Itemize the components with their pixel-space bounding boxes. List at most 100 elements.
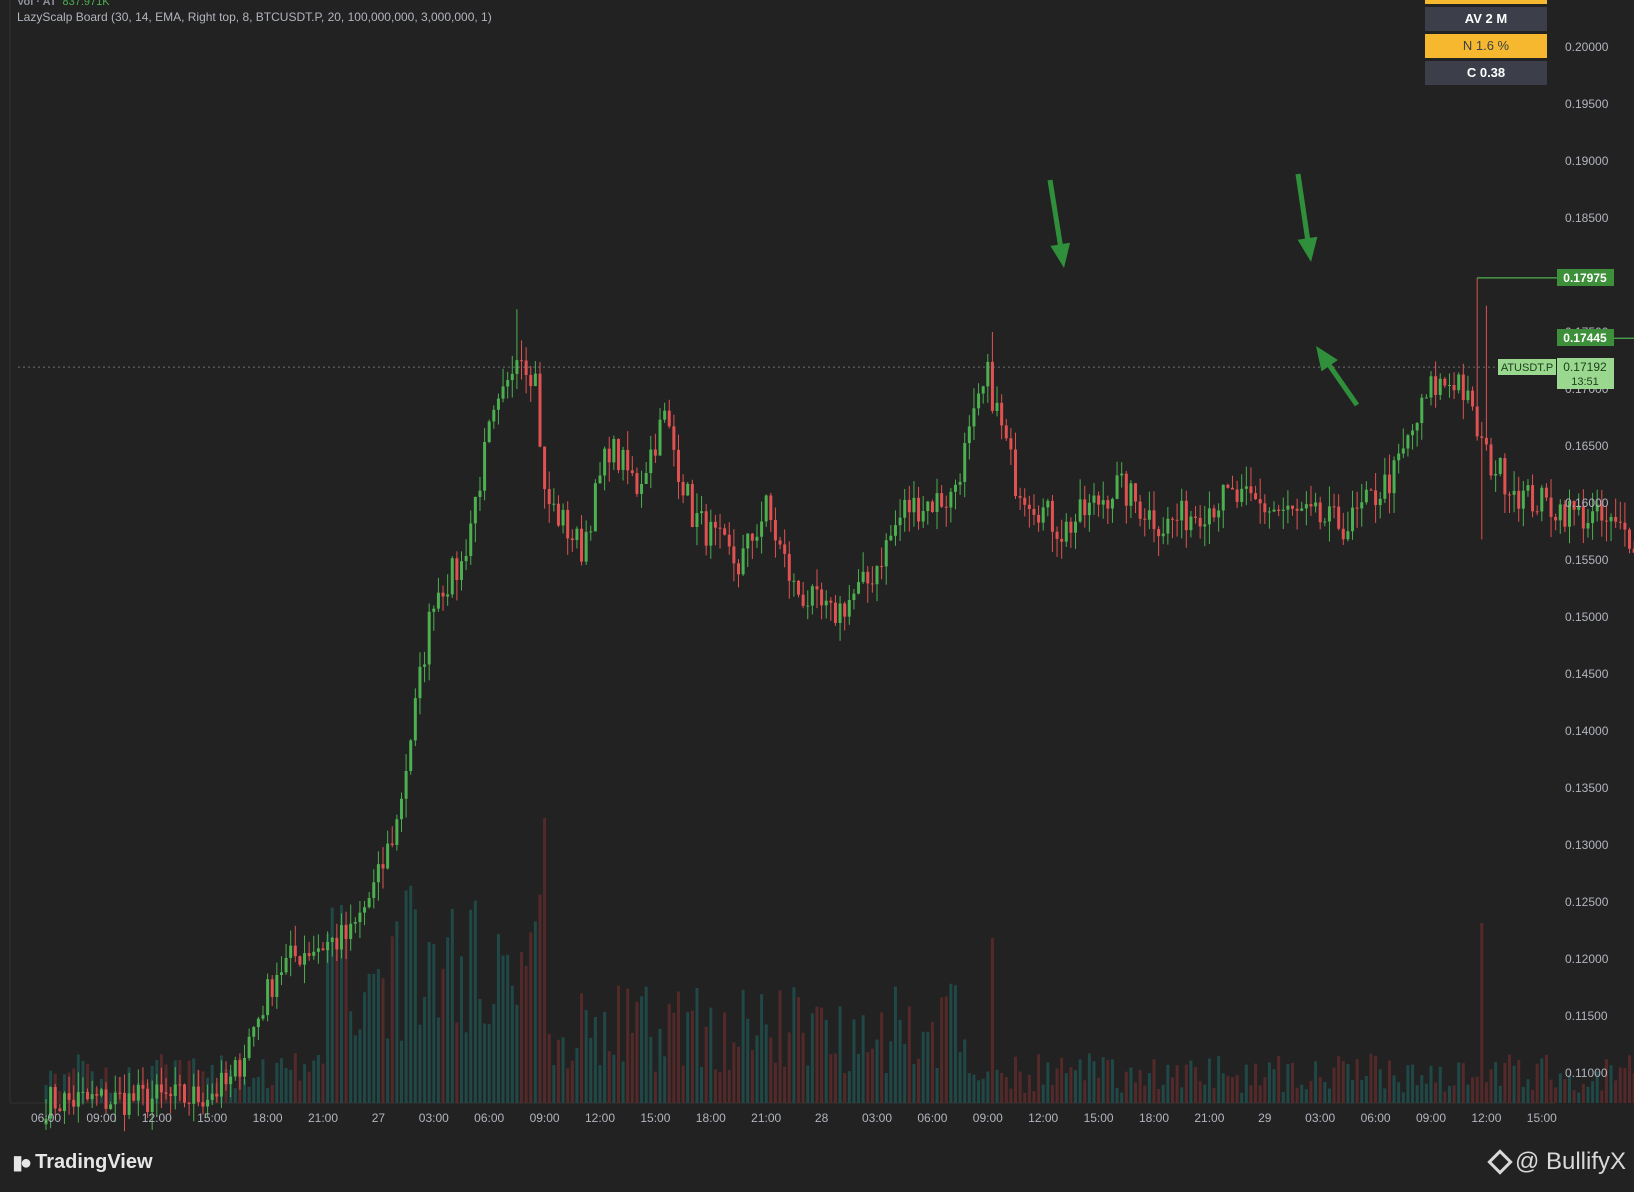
volume-bar	[399, 1040, 403, 1103]
candle-body	[399, 798, 403, 820]
indicator-legend-text: LazyScalp Board (30, 14, EMA, Right top,…	[17, 10, 492, 24]
candle-body	[1568, 500, 1571, 527]
volume-bar	[1424, 1083, 1428, 1103]
volume-bar	[284, 1068, 288, 1103]
volume-bar	[1512, 1065, 1516, 1103]
price-tick-label: 0.19000	[1565, 154, 1609, 168]
candle-body	[1161, 533, 1165, 537]
candle-body	[344, 925, 348, 940]
price-tick-label: 0.18500	[1565, 211, 1609, 225]
volume-bar	[940, 997, 944, 1103]
volume-bar	[510, 985, 514, 1103]
time-tick-label: 15:00	[1084, 1111, 1114, 1125]
candle-body	[1101, 500, 1105, 505]
candle-body	[704, 511, 708, 546]
candle-body	[556, 503, 560, 526]
candle-body	[603, 448, 607, 476]
candle-body	[773, 519, 777, 541]
candle-body	[847, 599, 851, 617]
volume-bar	[455, 1022, 459, 1103]
candle-body	[270, 979, 274, 998]
candle-body	[1558, 504, 1562, 521]
candle-body	[1434, 376, 1438, 395]
candle-body	[880, 566, 884, 568]
candle-body	[1272, 509, 1276, 512]
volume-bar	[893, 986, 897, 1103]
volume-bar	[270, 1085, 274, 1103]
time-tick-label: 18:00	[1139, 1111, 1169, 1125]
candle-body	[750, 533, 754, 541]
volume-bar	[737, 1046, 740, 1103]
candle-body	[1577, 505, 1581, 510]
price-tick-label: 0.16000	[1565, 496, 1609, 510]
volume-bar	[1415, 1085, 1419, 1103]
volume-bar	[243, 1079, 247, 1103]
volume-bar	[279, 1058, 283, 1103]
volume-bar	[363, 992, 367, 1103]
volume-bar	[1097, 1077, 1101, 1103]
volume-bar	[353, 1035, 357, 1103]
volume-bar	[1304, 1089, 1308, 1103]
volume-bar	[1387, 1060, 1391, 1103]
candle-body	[298, 956, 302, 965]
volume-bar	[1355, 1059, 1359, 1103]
volume-bar	[312, 1060, 316, 1103]
candle-body	[806, 605, 810, 607]
candle-body	[81, 1091, 85, 1093]
price-tick-label: 0.15500	[1565, 553, 1609, 567]
volume-bar	[635, 1001, 639, 1103]
volume-bar	[1129, 1067, 1133, 1103]
candle-body	[122, 1093, 126, 1115]
candle-body	[224, 1072, 228, 1085]
indicator-legend[interactable]: Vol · AT 837.971K LazyScalp Board (30, 14…	[17, 0, 492, 24]
volume-bar	[432, 944, 436, 1103]
candle-body	[1120, 473, 1124, 476]
candle-body	[690, 483, 694, 528]
volume-bar	[1300, 1084, 1304, 1103]
candle-body	[423, 664, 427, 667]
candle-body	[58, 1108, 62, 1112]
time-axis[interactable]: 06:00 09:00 12:00 15:00 18:00 21:00 27 03:00 06:…	[31, 1111, 1557, 1125]
volume-bar	[1014, 1056, 1017, 1103]
volume-bar	[912, 1064, 916, 1103]
volume-bar	[1166, 1064, 1170, 1103]
price-axis[interactable]: 0.200000.195000.190000.185000.180000.175…	[1565, 40, 1609, 1080]
arrow-up-right[interactable]	[1316, 346, 1360, 407]
volume-bar	[1521, 1086, 1525, 1103]
volume-bars	[44, 818, 1634, 1103]
candle-body	[510, 373, 514, 381]
volume-bar	[1443, 1091, 1447, 1103]
candle-body	[926, 501, 930, 512]
candle-body	[815, 586, 819, 590]
volume-bar	[1526, 1079, 1530, 1103]
candle-body	[658, 419, 662, 456]
arrow-down-left[interactable]	[1047, 179, 1071, 268]
volume-bar	[1009, 1088, 1013, 1103]
candle-body	[1586, 523, 1590, 529]
candle-body	[1203, 524, 1207, 527]
volume-bar	[1540, 1058, 1544, 1103]
volume-bar	[1000, 1072, 1004, 1103]
volume-bar	[1360, 1080, 1364, 1103]
volume-bar	[307, 1071, 311, 1103]
candle-body	[247, 1036, 251, 1058]
volume-bar	[1170, 1077, 1174, 1103]
candle-body	[201, 1102, 205, 1107]
volume-bar	[806, 1065, 810, 1103]
tradingview-logo[interactable]: ▮● TradingView	[12, 1150, 153, 1175]
volume-bar	[552, 1065, 556, 1103]
annotation-arrows	[1047, 173, 1360, 407]
candle-body	[524, 360, 528, 375]
volume-bar	[607, 1051, 611, 1103]
candle-body	[1175, 519, 1179, 521]
volume-bar	[829, 1054, 833, 1103]
candle-body	[164, 1092, 168, 1094]
candle-body	[44, 1118, 48, 1125]
time-tick-label: 29	[1258, 1111, 1272, 1125]
candle-body	[1535, 511, 1539, 513]
candle-body	[1046, 500, 1050, 508]
arrow-down-right[interactable]	[1295, 173, 1318, 262]
volume-bar	[450, 908, 454, 1103]
candle-body	[1097, 495, 1101, 505]
